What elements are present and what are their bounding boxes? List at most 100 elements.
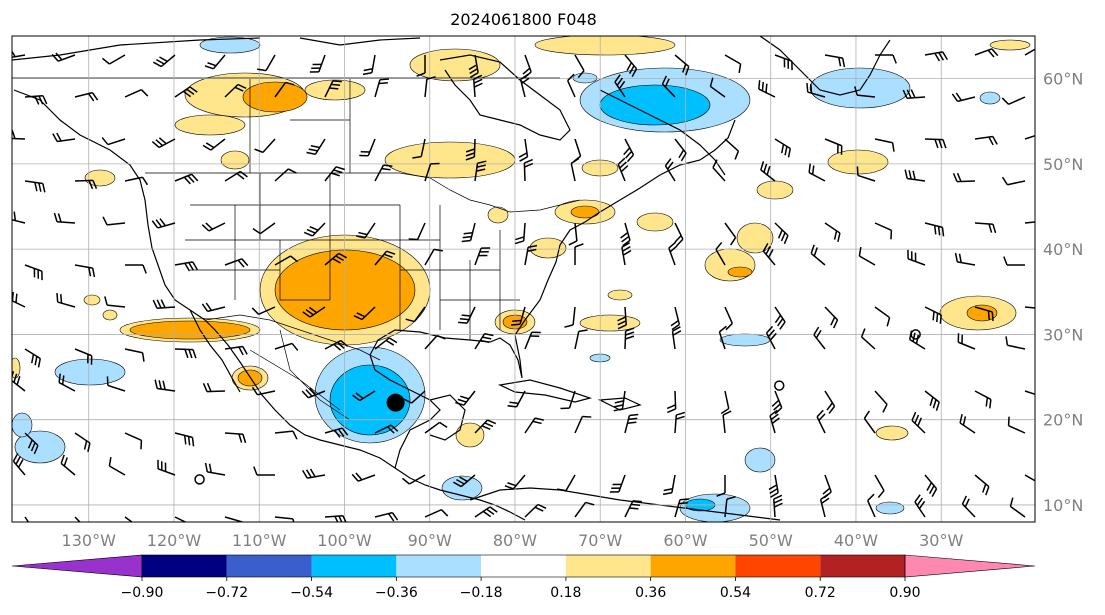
wind-barb <box>874 138 895 152</box>
wind-barb <box>461 222 476 243</box>
lat-tick-label: 60°N <box>1043 70 1083 89</box>
wind-barb <box>574 501 595 518</box>
map-frame <box>11 35 1036 523</box>
wind-barb <box>911 411 926 434</box>
shade-region-23 <box>736 222 774 254</box>
shade-region-32 <box>636 212 674 232</box>
wind-barb <box>458 306 476 324</box>
wind-barb <box>774 306 786 330</box>
colorbar-segment <box>226 555 312 577</box>
wind-barb <box>674 222 684 247</box>
colorbar-segment <box>142 555 227 577</box>
colorbar-label: 0.18 <box>550 585 581 601</box>
wind-barb <box>405 306 426 323</box>
shade-region-22 <box>607 289 633 301</box>
wind-barb <box>324 427 349 438</box>
wind-barb <box>774 222 789 245</box>
wind-barb <box>924 222 945 237</box>
wind-barb <box>674 498 689 518</box>
wind-barb <box>712 159 726 182</box>
shade-region-28 <box>875 425 909 441</box>
wind-barb <box>574 243 584 265</box>
lat-tick-label: 40°N <box>1043 240 1083 259</box>
wind-barb <box>455 390 476 406</box>
calm-circle <box>774 380 785 391</box>
wind-barb <box>824 54 846 68</box>
wind-barb <box>309 54 326 73</box>
wind-barb <box>874 306 891 327</box>
wind-barb <box>718 325 727 350</box>
colorbar-segment <box>396 555 482 577</box>
wind-barb <box>560 390 576 410</box>
wind-barb <box>303 222 326 237</box>
wind-barb <box>424 508 449 518</box>
wind-barb <box>24 432 39 455</box>
wind-barb <box>416 55 426 77</box>
wind-barb <box>254 138 276 154</box>
wind-barb <box>74 348 93 365</box>
wind-barb <box>671 326 682 350</box>
colorbar-segment <box>481 555 566 577</box>
wind-barb <box>374 337 398 350</box>
shade-region-12 <box>84 169 116 187</box>
coastline-gulf <box>369 119 736 469</box>
wind-barb <box>324 514 347 522</box>
coastline-baja <box>189 309 241 393</box>
wind-barb <box>51 52 76 62</box>
wind-barb <box>324 339 349 351</box>
wind-barb <box>224 170 248 182</box>
wind-barb <box>256 54 276 72</box>
lon-tick-label: 80°W <box>493 531 537 550</box>
wind-barb <box>716 475 726 497</box>
wind-barb <box>524 331 541 350</box>
lon-tick-label: 50°W <box>749 531 793 550</box>
wind-barb <box>201 302 226 313</box>
wind-barb <box>1001 96 1026 106</box>
wind-barb <box>519 73 530 98</box>
wind-barb <box>224 83 247 98</box>
shade-region-54 <box>572 72 598 84</box>
wind-barb <box>174 261 198 272</box>
wind-barb <box>957 333 976 350</box>
wind-barb <box>674 54 690 76</box>
storm-center-marker <box>386 393 405 412</box>
wind-barb <box>771 390 783 415</box>
wind-barb <box>824 306 839 329</box>
wind-barb <box>774 138 792 158</box>
wind-barb <box>74 91 99 102</box>
lon-tick-label: 30°W <box>919 531 963 550</box>
wind-barb <box>613 390 626 412</box>
wind-barb <box>518 138 529 162</box>
wind-barb <box>762 242 776 266</box>
wind-barb <box>324 252 348 266</box>
wind-barb <box>952 172 976 183</box>
wind-barb <box>324 80 342 98</box>
wind-barbs <box>12 48 1035 522</box>
wind-barb <box>274 81 295 98</box>
shade-region-4 <box>220 150 250 170</box>
wind-barb <box>56 293 76 308</box>
wind-barb <box>609 474 626 493</box>
wind-barb <box>904 169 926 182</box>
wind-barb <box>874 474 885 499</box>
wind-barb <box>974 48 999 58</box>
state-lines <box>185 173 520 340</box>
lat-tick-label: 10°N <box>1043 496 1083 515</box>
wind-barb <box>507 390 526 408</box>
wind-barb <box>253 466 275 476</box>
wind-barb <box>816 409 826 434</box>
wind-barb <box>274 430 298 440</box>
wind-barb <box>902 89 926 100</box>
shade-region-48 <box>744 447 776 473</box>
wind-barb <box>974 222 997 234</box>
wind-barb <box>573 138 582 163</box>
coastline-hudson-bay <box>439 54 571 141</box>
wind-barb <box>224 516 244 522</box>
shade-region-14 <box>274 249 416 331</box>
wind-barb <box>12 129 26 140</box>
wind-barb <box>1024 221 1035 224</box>
wind-barb <box>24 348 42 368</box>
wind-barb <box>961 495 976 518</box>
lat-tick-label: 20°N <box>1043 411 1083 430</box>
map-title: 2024061800 F048 <box>450 10 597 29</box>
